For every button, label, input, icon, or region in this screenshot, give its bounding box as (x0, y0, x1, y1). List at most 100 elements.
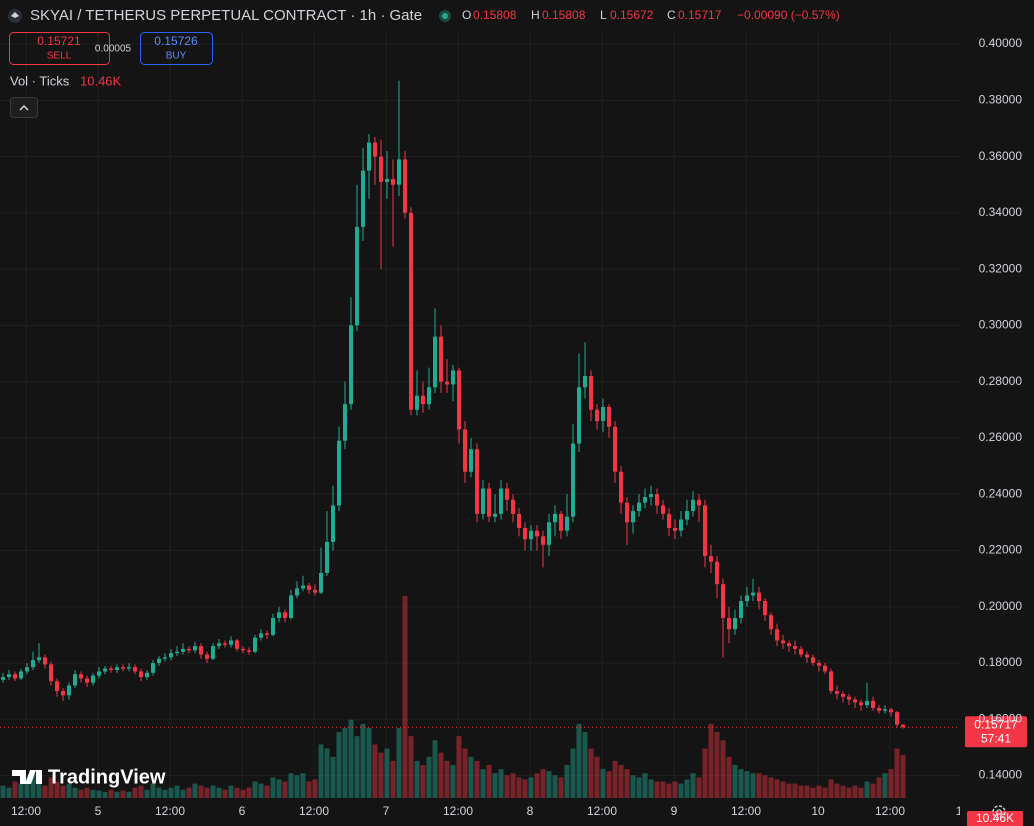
candle-body (151, 662, 155, 673)
volume-bar (870, 783, 876, 798)
y-tick-label: 0.26000 (979, 430, 1023, 444)
collapse-icon (19, 104, 29, 111)
volume-bar (756, 773, 762, 798)
candle-body (271, 617, 275, 635)
volume-bar (318, 744, 324, 798)
candle-body (607, 406, 611, 427)
volume-bar (42, 785, 48, 798)
volume-bar (678, 783, 684, 798)
candle-body (283, 612, 287, 618)
collapse-button[interactable] (10, 97, 38, 118)
candle-body (613, 426, 617, 472)
ohlc-value: 0.15808 (473, 8, 517, 22)
candle-body (619, 471, 623, 503)
volume-bar (846, 787, 852, 798)
candle-body (715, 561, 719, 585)
buy-button[interactable] (140, 32, 213, 65)
candle-body (79, 674, 83, 679)
candle-body (139, 671, 143, 678)
candle-body (373, 142, 377, 157)
volume-bar (666, 783, 672, 798)
candle-body (379, 156, 383, 182)
volume-bar (438, 752, 444, 798)
settings-icon-core (996, 809, 1002, 815)
candle-body (841, 693, 845, 697)
candle-body (685, 511, 689, 520)
candle-body (493, 513, 497, 517)
candle-body (445, 381, 449, 385)
candle-body (319, 572, 323, 593)
volume-bar (228, 785, 234, 798)
candle-body (49, 664, 53, 682)
settings-icon[interactable] (992, 805, 1006, 819)
candle-body (511, 499, 515, 514)
candle-body (145, 672, 149, 678)
ohlc-letter: H (531, 8, 540, 22)
candle-body (301, 585, 305, 589)
ohlc-letter: C (667, 8, 676, 22)
last-price-label: 0.15717 (974, 717, 1018, 731)
candle-body (775, 629, 779, 641)
x-tick-label: 12:00 (11, 804, 41, 818)
volume-bar (534, 773, 540, 798)
volume-bar (132, 787, 138, 798)
y-tick-label: 0.38000 (979, 93, 1023, 107)
candle-body (559, 513, 563, 531)
candle-body (55, 681, 59, 692)
volume-bar (108, 789, 114, 798)
volume-bar (282, 781, 288, 798)
volume-bar (558, 777, 564, 798)
volume-bar (762, 775, 768, 798)
buy-price: 0.15726 (154, 34, 198, 48)
candle-body (871, 700, 875, 708)
volume-bar (546, 771, 552, 798)
volume-bar (630, 775, 636, 798)
candle-body (733, 617, 737, 630)
volume-bar (30, 773, 36, 798)
volume-bar (768, 777, 774, 798)
y-tick-label: 0.22000 (979, 543, 1023, 557)
candle-body (355, 226, 359, 326)
candle-body (19, 671, 23, 679)
volume-bar (6, 787, 12, 798)
volume-bar (66, 783, 72, 798)
candle-body (865, 700, 869, 706)
volume-bar (462, 748, 468, 798)
candle-body (13, 674, 17, 679)
candle-body (331, 505, 335, 542)
candle-body (595, 409, 599, 422)
volume-bar (72, 787, 78, 798)
candle-body (757, 592, 761, 602)
volume-bar (486, 765, 492, 798)
spread: 0.00005 (95, 44, 132, 55)
candle-body (451, 370, 455, 385)
sell-button[interactable] (9, 32, 110, 65)
candle-body (637, 502, 641, 512)
candle-body (805, 654, 809, 658)
candle-body (361, 170, 365, 227)
volume-bar (882, 773, 888, 798)
x-tick-label: 5 (95, 804, 102, 818)
candle-body (577, 387, 581, 444)
x-tick-label: 12:00 (443, 804, 473, 818)
y-tick-label: 0.34000 (979, 205, 1023, 219)
volume-bar (696, 777, 702, 798)
candle-body (589, 376, 593, 410)
candle-body (439, 336, 443, 382)
volume-bar (624, 769, 630, 798)
ohlc-value: 0.15717 (678, 8, 722, 22)
candle-body (115, 667, 119, 670)
volume-bar (570, 748, 576, 798)
volume-bar (336, 732, 342, 798)
candle-body (277, 612, 281, 618)
candle-body (157, 658, 161, 663)
candle-body (121, 667, 125, 669)
volume-bar (426, 756, 432, 798)
candle-body (679, 519, 683, 531)
y-tick-label: 0.14000 (979, 768, 1023, 782)
volume-bar (636, 777, 642, 798)
volume-bar (786, 783, 792, 798)
y-tick-label: 0.40000 (979, 36, 1023, 50)
volume-bar (594, 756, 600, 798)
volume-bar (726, 756, 732, 798)
